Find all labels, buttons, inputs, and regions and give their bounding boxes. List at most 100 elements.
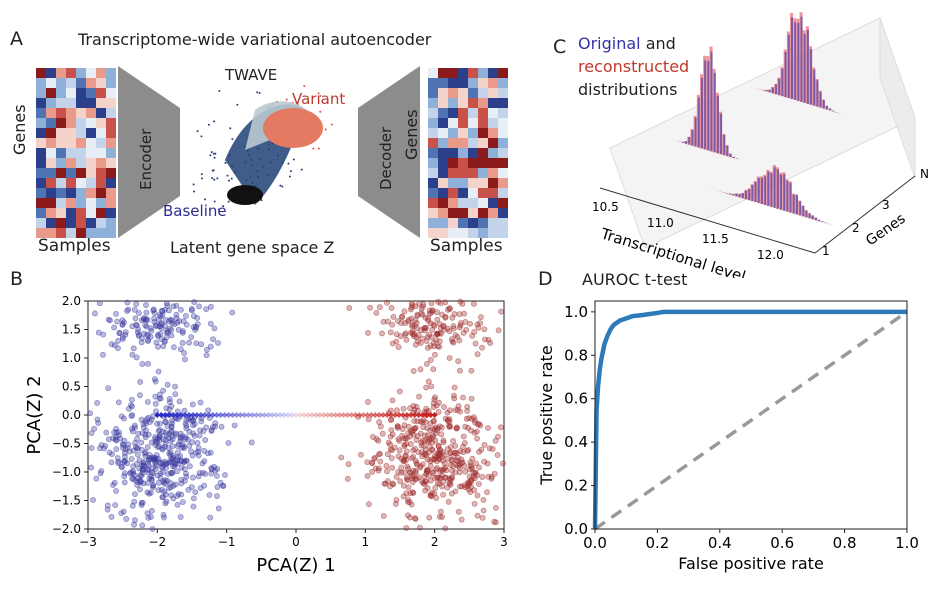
scatter-point	[214, 493, 220, 500]
heatmap-cell	[36, 188, 46, 198]
heatmap-cell	[438, 228, 448, 238]
heatmap-cell	[46, 88, 56, 98]
scatter-point	[387, 441, 393, 448]
scatter-point	[119, 321, 126, 328]
scatter-point	[248, 439, 255, 446]
heatmap-cell	[66, 108, 76, 118]
scatter-point	[170, 453, 177, 460]
heatmap-cell	[86, 198, 96, 208]
heatmap-cell	[438, 148, 448, 158]
heatmap-cell	[498, 138, 508, 148]
scatter-point	[454, 334, 461, 340]
heatmap-cell	[478, 198, 488, 208]
trajectory-marker	[407, 412, 414, 418]
scatter-point	[207, 343, 214, 350]
scatter-point	[418, 305, 425, 312]
heatmap-cell	[46, 128, 56, 138]
scatter-point	[395, 453, 402, 460]
latent-point	[209, 154, 212, 157]
heatmap-cell	[428, 148, 438, 158]
scatter-point	[426, 514, 433, 521]
scatter-point	[163, 498, 170, 505]
heatmap-cell	[428, 198, 438, 208]
scatter-point	[191, 432, 198, 439]
scatter-point	[211, 325, 218, 332]
scatter-point	[156, 391, 163, 398]
scatter-point	[176, 318, 183, 324]
scatter-point	[188, 484, 195, 490]
scatter-point	[414, 312, 421, 319]
scatter-point	[132, 491, 138, 498]
trajectory-marker	[423, 412, 430, 418]
scatter-point	[136, 465, 143, 472]
scatter-point	[153, 339, 160, 346]
trajectory-marker	[174, 412, 181, 418]
heatmap-cell	[428, 158, 438, 168]
heatmap-cell	[76, 108, 86, 118]
latent-point	[224, 161, 227, 164]
scatter-point	[196, 470, 203, 476]
scatter-point	[179, 339, 186, 346]
scatter-point	[198, 418, 205, 425]
heatmap-cell	[458, 218, 468, 228]
original-bar	[796, 195, 798, 215]
heatmap-cell	[498, 178, 508, 188]
original-bar	[716, 95, 719, 154]
scatter-point	[183, 470, 189, 477]
original-bar	[765, 89, 768, 92]
scatter-point	[142, 449, 149, 456]
heatmap-cell	[96, 198, 106, 208]
scatter-point	[428, 309, 435, 316]
panel-d-ytick: 0.4	[564, 433, 588, 451]
heatmap-cell	[106, 198, 116, 208]
latent-point	[207, 123, 210, 126]
scatter-point	[407, 514, 413, 521]
trajectory-marker	[344, 412, 351, 418]
heatmap-cell	[36, 68, 46, 78]
scatter-point	[456, 337, 463, 344]
scatter-point	[429, 432, 436, 439]
scatter-point	[201, 458, 208, 464]
heatmap-cell	[56, 198, 66, 208]
trajectory-marker	[340, 412, 347, 418]
scatter-point	[145, 336, 151, 343]
scatter-point	[157, 313, 164, 320]
scatter-point	[421, 443, 427, 449]
scatter-point	[379, 430, 386, 437]
heatmap-cell	[458, 178, 468, 188]
heatmap-cell	[468, 228, 478, 238]
scatter-point	[172, 481, 179, 488]
heatmap-cell	[448, 108, 458, 118]
heatmap-cell	[448, 208, 458, 218]
scatter-point	[180, 328, 186, 335]
scatter-point	[138, 499, 145, 506]
panel-c-ytick: N	[920, 167, 929, 181]
trajectory-marker	[356, 412, 363, 418]
heatmap-cell	[36, 198, 46, 208]
heatmap-cell	[36, 228, 46, 238]
heatmap-cell	[46, 188, 56, 198]
heatmap-cell	[468, 108, 478, 118]
heatmap-cell	[438, 168, 448, 178]
scatter-point	[409, 475, 416, 482]
scatter-point	[470, 473, 477, 480]
scatter-point	[156, 432, 163, 439]
scatter-point	[377, 423, 384, 430]
panel-d-xtick: 0.0	[583, 534, 607, 552]
scatter-point	[222, 472, 228, 478]
heatmap-cell	[86, 108, 96, 118]
original-bar	[685, 141, 688, 144]
scatter-point	[133, 354, 140, 361]
original-bar	[794, 22, 797, 100]
scatter-point	[155, 368, 162, 375]
scatter-point	[148, 416, 155, 423]
scatter-point	[104, 502, 111, 509]
latent-point	[289, 170, 292, 173]
heatmap-cell	[458, 168, 468, 178]
scatter-point	[419, 335, 426, 342]
panel-a-title: Transcriptome-wide variational autoencod…	[78, 30, 432, 49]
scatter-point	[414, 418, 421, 425]
scatter-point	[220, 483, 227, 489]
scatter-point	[158, 486, 165, 493]
heatmap-cell	[36, 108, 46, 118]
